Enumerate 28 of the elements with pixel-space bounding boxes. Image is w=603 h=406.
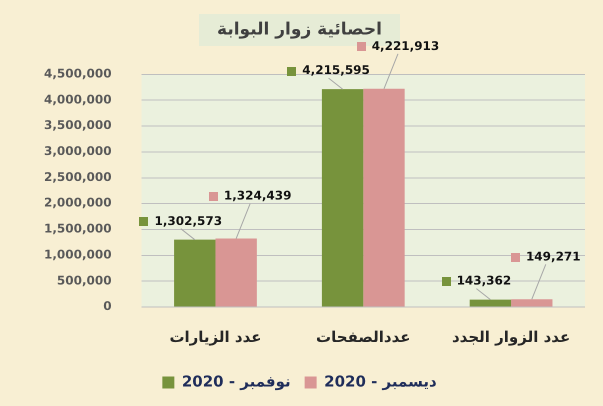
y-tick-label: 4,000,000 xyxy=(44,92,112,106)
x-tick-label: عدد الزوار الجدد xyxy=(452,328,570,346)
bar xyxy=(363,88,405,306)
legend-label: ديسمبر - 2020 xyxy=(324,372,437,390)
data-label: 149,271 xyxy=(526,249,581,264)
y-tick-label: 3,500,000 xyxy=(44,118,112,132)
y-tick-label: 2,500,000 xyxy=(44,170,112,184)
y-tick-label: 3,000,000 xyxy=(44,144,112,158)
bar xyxy=(470,300,512,306)
chart-title: احصائية زوار البوابة xyxy=(217,20,382,40)
data-label: 4,215,595 xyxy=(302,63,370,78)
bar xyxy=(322,89,364,306)
data-label: 4,221,913 xyxy=(372,38,440,53)
legend-label: نوفمبر - 2020 xyxy=(182,372,291,390)
y-tick-label: 0 xyxy=(103,299,112,314)
data-label: 1,302,573 xyxy=(154,214,222,228)
y-tick-label: 2,000,000 xyxy=(44,196,112,210)
data-label: 1,324,439 xyxy=(224,188,292,203)
bar xyxy=(174,240,216,306)
y-tick-label: 1,000,000 xyxy=(44,247,112,262)
bar xyxy=(215,238,257,306)
y-tick-label: 4,500,000 xyxy=(44,66,112,81)
data-label: 143,362 xyxy=(456,274,512,288)
x-tick-label: عددالصفحات xyxy=(316,328,411,346)
y-tick-label: 1,500,000 xyxy=(44,222,112,236)
y-tick-label: 500,000 xyxy=(56,273,112,288)
bar xyxy=(511,299,552,306)
x-tick-label: عدد الزيارات xyxy=(169,328,262,346)
